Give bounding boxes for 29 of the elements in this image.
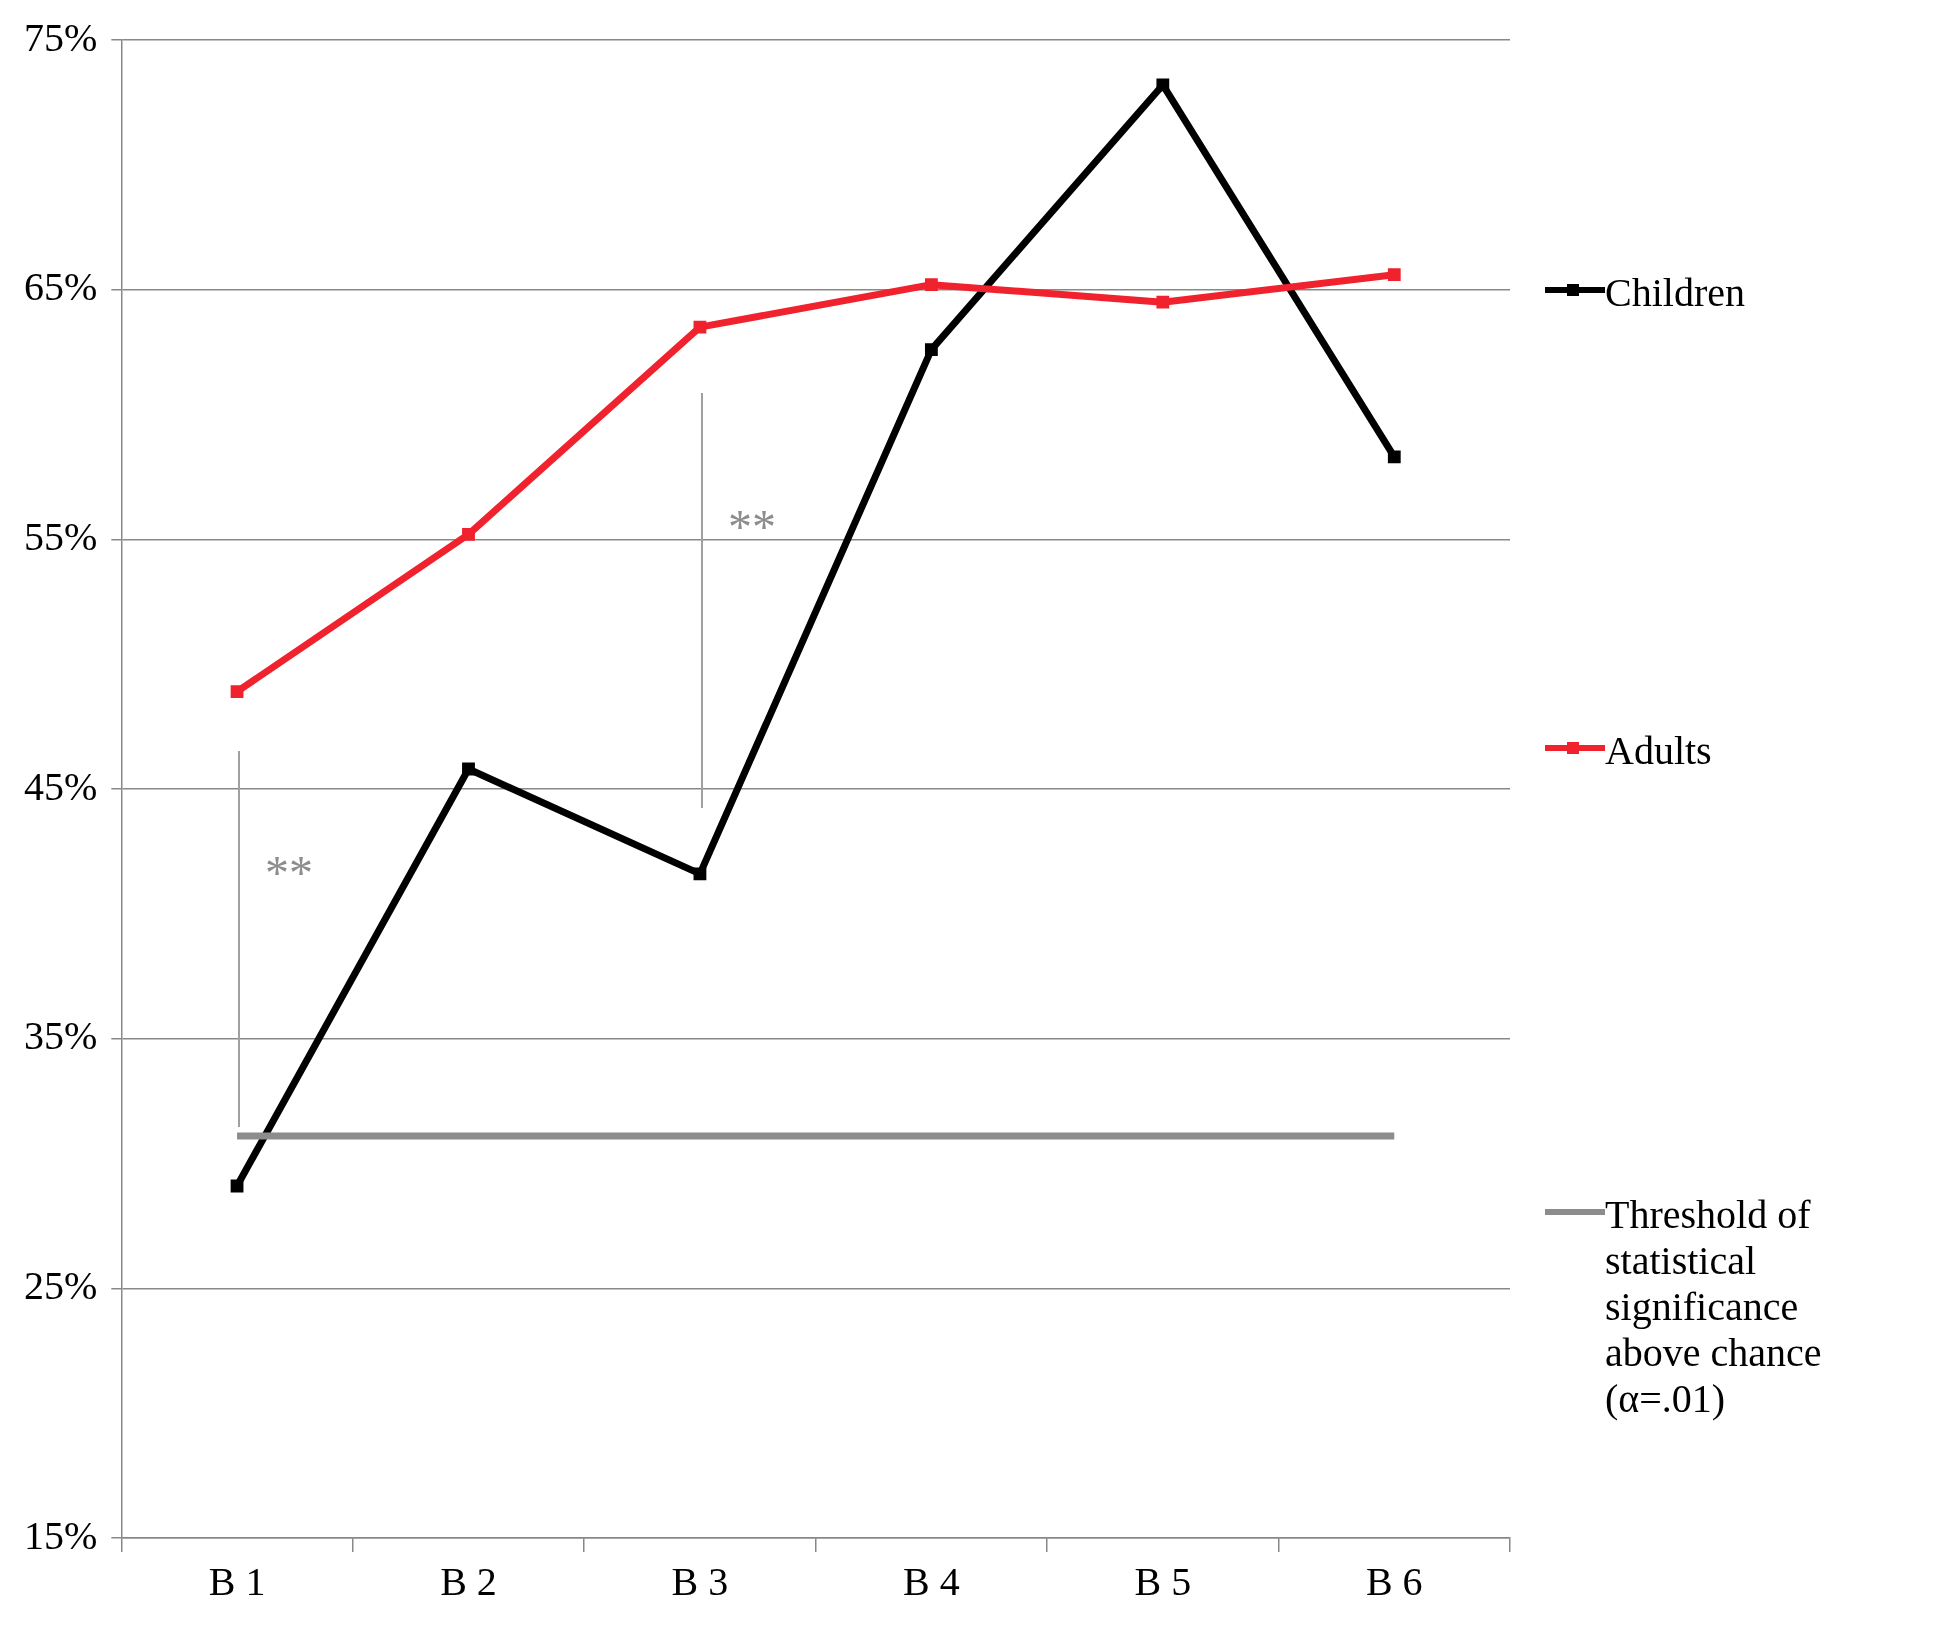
legend-label: Threshold of statistical significance above chance (α=.01) xyxy=(1605,1192,1823,1422)
point xyxy=(924,343,938,356)
y-tick-label: 35% xyxy=(23,1013,98,1059)
y-tick-label: 45% xyxy=(23,763,98,809)
point xyxy=(230,685,244,699)
point xyxy=(1156,295,1170,309)
point xyxy=(462,527,475,541)
y-tick-label: 75% xyxy=(23,14,98,60)
x-tick-label: B 4 xyxy=(903,1558,960,1604)
x-tick-label: B 6 xyxy=(1365,1558,1423,1604)
legend-label: Children xyxy=(1605,270,1745,316)
x-tick-label: B 1 xyxy=(208,1558,266,1604)
point xyxy=(462,762,475,776)
legend-label: Adults xyxy=(1605,728,1712,774)
point xyxy=(1387,268,1401,282)
annotation: ** xyxy=(727,500,776,554)
y-tick-label: 25% xyxy=(23,1262,98,1308)
annotation: ** xyxy=(265,846,314,900)
y-tick-label: 55% xyxy=(23,513,98,559)
x-tick-label: B 3 xyxy=(671,1558,729,1604)
x-tick-label: B 2 xyxy=(440,1558,497,1604)
x-tick-label: B 5 xyxy=(1134,1558,1192,1604)
point xyxy=(1387,450,1401,464)
point xyxy=(924,278,938,292)
y-tick-label: 65% xyxy=(23,264,98,310)
y-tick-label: 15% xyxy=(23,1512,98,1558)
point xyxy=(693,320,707,334)
point xyxy=(1156,78,1170,92)
point xyxy=(693,867,707,881)
